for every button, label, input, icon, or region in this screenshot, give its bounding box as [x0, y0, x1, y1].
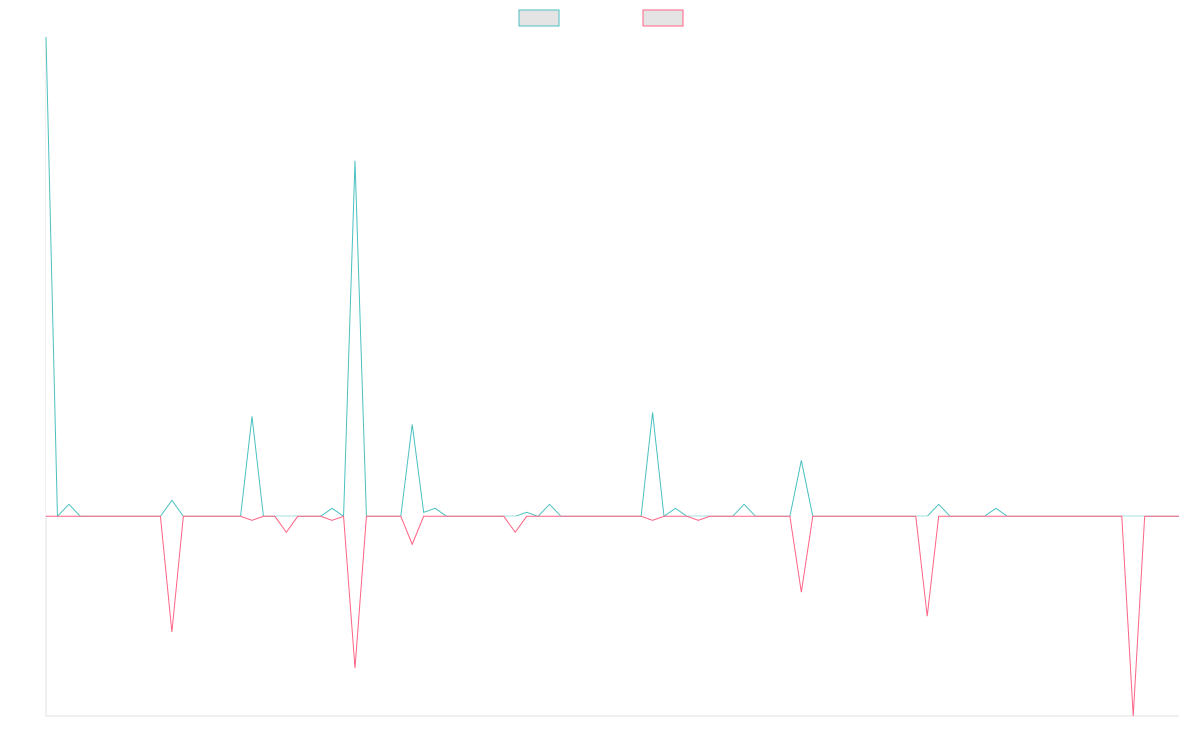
legend[interactable]: [518, 9, 684, 27]
series-2-area: [46, 516, 1179, 716]
legend-swatch-2[interactable]: [642, 9, 684, 27]
axes: [45, 37, 1179, 717]
legend-swatch-1[interactable]: [518, 9, 560, 27]
series-1-line: [45, 36, 1179, 518]
series-1: [45, 36, 1179, 518]
series-2: [46, 515, 1179, 717]
series-2-line: [46, 515, 1179, 717]
series-1-area: [46, 37, 1179, 517]
plot-area: [45, 36, 1179, 717]
